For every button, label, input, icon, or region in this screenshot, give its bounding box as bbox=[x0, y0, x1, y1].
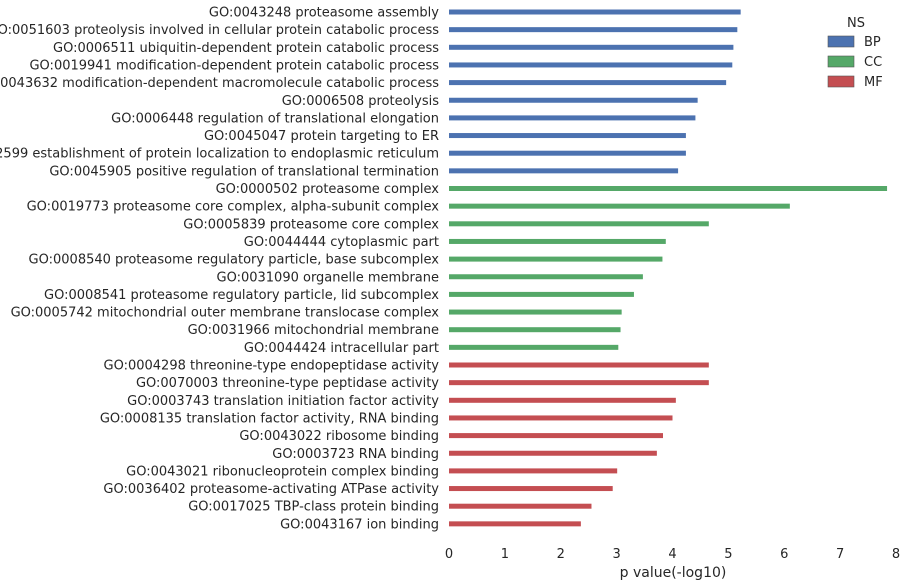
bar-cc bbox=[449, 327, 621, 333]
category-label: GO:0008135 translation factor activity, … bbox=[100, 411, 439, 426]
bar-bp bbox=[449, 150, 686, 156]
bar-bp bbox=[449, 44, 734, 50]
bar-cc bbox=[449, 221, 709, 227]
bar-bp bbox=[449, 62, 733, 68]
bar-cc bbox=[449, 274, 643, 280]
bar-mf bbox=[449, 503, 592, 509]
bar-cc bbox=[449, 309, 622, 315]
bar-mf bbox=[449, 380, 709, 386]
x-tick-label: 8 bbox=[892, 547, 900, 562]
legend-label-bp: BP bbox=[864, 35, 881, 50]
bars-layer bbox=[449, 9, 888, 527]
category-label: GO:0006448 regulation of translational e… bbox=[111, 111, 439, 126]
category-label: GO:0005742 mitochondrial outer membrane … bbox=[11, 306, 440, 321]
bar-mf bbox=[449, 415, 673, 421]
x-tick-label: 1 bbox=[501, 547, 509, 562]
bar-mf bbox=[449, 362, 709, 368]
x-tick-label: 4 bbox=[668, 547, 676, 562]
category-label: GO:0031966 mitochondrial membrane bbox=[188, 323, 439, 338]
bar-cc bbox=[449, 256, 663, 262]
category-label: GO:0043632 modification-dependent macrom… bbox=[0, 76, 439, 91]
category-labels: GO:0043248 proteasome assembly GO:0051603… bbox=[0, 6, 439, 533]
category-label: GO:0000502 proteasome complex bbox=[216, 182, 440, 197]
bar-cc bbox=[449, 186, 888, 191]
x-tick-label: 2 bbox=[557, 547, 565, 562]
category-label: GO:0072599 establishment of protein loca… bbox=[0, 147, 439, 162]
x-tick-label: 6 bbox=[780, 547, 788, 562]
legend-title: NS bbox=[847, 16, 865, 31]
legend-swatch-bp bbox=[827, 35, 855, 48]
x-tick-label: 5 bbox=[724, 547, 732, 562]
category-label: GO:0043248 proteasome assembly bbox=[209, 6, 439, 21]
legend-swatch-cc bbox=[827, 55, 855, 68]
legend-swatch-mf bbox=[827, 75, 855, 88]
x-tick-label: 7 bbox=[836, 547, 844, 562]
bar-bp bbox=[449, 115, 696, 121]
category-label: GO:0044444 cytoplasmic part bbox=[244, 235, 439, 250]
category-label: GO:0003723 RNA binding bbox=[272, 447, 439, 462]
category-label: GO:0004298 threonine-type endopeptidase … bbox=[104, 359, 440, 374]
x-tick-label: 0 bbox=[445, 547, 453, 562]
category-label: GO:0070003 threonine-type peptidase acti… bbox=[136, 376, 439, 391]
category-label: GO:0019773 proteasome core complex, alph… bbox=[27, 200, 440, 215]
category-label: GO:0044424 intracellular part bbox=[244, 341, 439, 356]
bar-bp bbox=[449, 27, 738, 33]
bar-cc bbox=[449, 344, 619, 350]
category-label: GO:0045905 positive regulation of transl… bbox=[49, 164, 439, 179]
bar-bp bbox=[449, 133, 686, 139]
category-label: GO:0003743 translation initiation factor… bbox=[127, 394, 439, 409]
category-label: GO:0005839 proteasome core complex bbox=[183, 217, 439, 232]
x-axis: 0 1 2 3 4 5 6 7 8 bbox=[445, 547, 900, 562]
category-label: GO:0043167 ion binding bbox=[280, 517, 439, 532]
category-label: GO:0036402 proteasome-activating ATPase … bbox=[103, 482, 439, 497]
legend-label-mf: MF bbox=[864, 75, 883, 90]
bar-bp bbox=[449, 80, 727, 86]
category-label: GO:0043021 ribonucleoprotein complex bin… bbox=[126, 464, 439, 479]
x-tick-label: 3 bbox=[612, 547, 620, 562]
bar-bp bbox=[449, 9, 741, 15]
category-label: GO:0006511 ubiquitin-dependent protein c… bbox=[53, 41, 439, 56]
bar-mf bbox=[449, 433, 663, 439]
legend: NS BP CC MF bbox=[827, 16, 883, 90]
legend-label-cc: CC bbox=[864, 55, 882, 70]
bar-mf bbox=[449, 450, 657, 456]
bar-mf bbox=[449, 468, 618, 474]
bar-mf bbox=[449, 397, 676, 403]
bar-mf bbox=[449, 486, 613, 492]
category-label: GO:0045047 protein targeting to ER bbox=[204, 129, 439, 144]
x-axis-label: p value(-log10) bbox=[620, 565, 727, 581]
bar-cc bbox=[449, 291, 634, 297]
category-label: GO:0043022 ribosome binding bbox=[239, 429, 439, 444]
bar-cc bbox=[449, 203, 790, 209]
category-label: GO:0031090 organelle membrane bbox=[217, 270, 440, 285]
bar-bp bbox=[449, 97, 698, 103]
category-label: GO:0019941 modification-dependent protei… bbox=[29, 58, 439, 73]
category-label: GO:0008540 proteasome regulatory particl… bbox=[29, 253, 440, 268]
bar-mf bbox=[449, 521, 581, 527]
category-label: GO:0006508 proteolysis bbox=[282, 94, 439, 109]
bar-bp bbox=[449, 168, 679, 174]
category-label: GO:0051603 proteolysis involved in cellu… bbox=[0, 23, 439, 38]
category-label: GO:0008541 proteasome regulatory particl… bbox=[44, 288, 439, 303]
bar-cc bbox=[449, 238, 666, 244]
category-label: GO:0017025 TBP-class protein binding bbox=[188, 500, 439, 515]
